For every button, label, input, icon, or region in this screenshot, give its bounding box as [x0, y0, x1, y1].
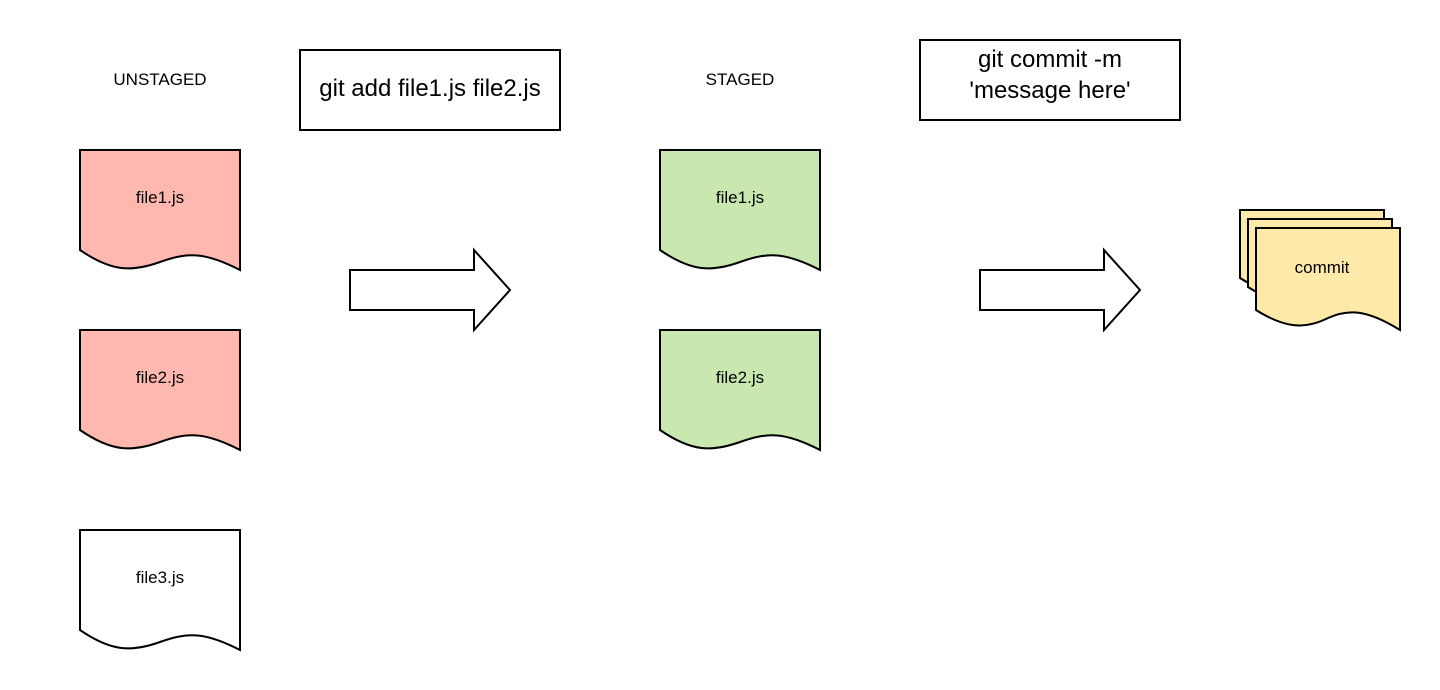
git-add-command-box: git add file1.js file2.js: [299, 49, 561, 131]
unstaged-file-2-shape: [79, 329, 241, 452]
unstaged-file-3: file3.js: [79, 529, 241, 652]
staged-label: STAGED: [706, 70, 775, 89]
git-commit-command-line2: 'message here': [969, 77, 1130, 104]
git-commit-command-box: git commit -m 'message here': [919, 39, 1181, 121]
staged-file-2-label: file2.js: [716, 368, 764, 387]
unstaged-label: UNSTAGED: [113, 70, 206, 89]
staged-file-1-label: file1.js: [716, 188, 764, 207]
commit-label: commit: [1295, 258, 1350, 277]
commit-stack: commit: [1239, 209, 1401, 332]
staged-file-2-shape: [659, 329, 821, 452]
unstaged-file-1-label: file1.js: [136, 188, 184, 207]
unstaged-file-1: file1.js: [79, 149, 241, 272]
unstaged-file-2-label: file2.js: [136, 368, 184, 387]
stage-arrow: [349, 247, 512, 333]
commit-arrow: [979, 247, 1142, 333]
unstaged-file-3-shape: [79, 529, 241, 652]
staged-file-2: file2.js: [659, 329, 821, 452]
git-add-command-text: git add file1.js file2.js: [319, 75, 540, 102]
unstaged-file-3-label: file3.js: [136, 568, 184, 587]
unstaged-file-1-shape: [79, 149, 241, 272]
unstaged-file-2: file2.js: [79, 329, 241, 452]
staged-file-1: file1.js: [659, 149, 821, 272]
commit-stack-front-sheet: [1255, 227, 1401, 332]
git-commit-command-line1: git commit -m: [978, 46, 1122, 73]
staged-file-1-shape: [659, 149, 821, 272]
